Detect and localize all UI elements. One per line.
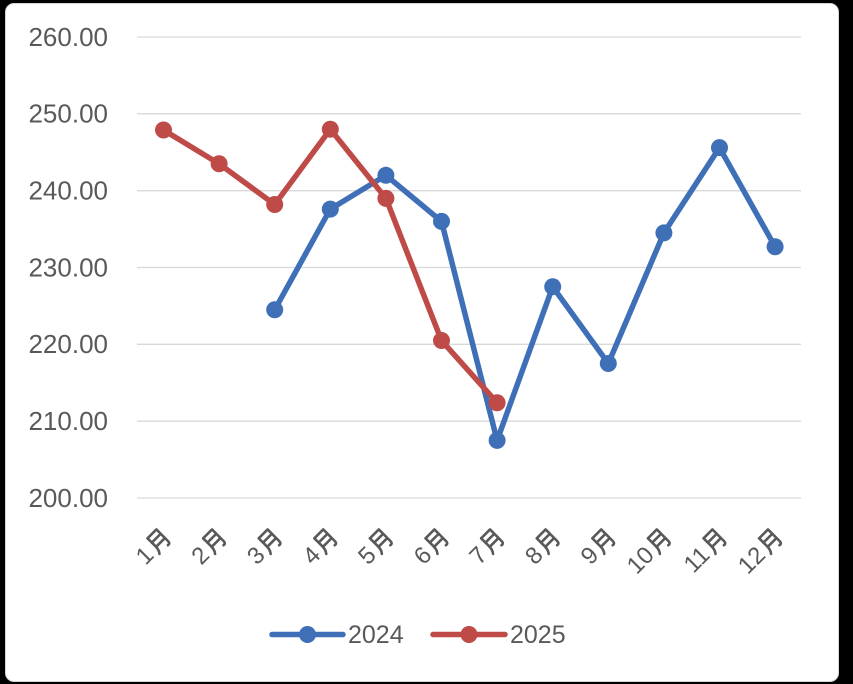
y-tick-label: 260.00	[28, 22, 108, 52]
cjk-month-glyph	[424, 528, 449, 556]
x-tick-label: 4	[298, 528, 338, 570]
cjk-month-glyph	[368, 528, 393, 556]
data-point-marker	[655, 224, 673, 242]
data-point-marker	[321, 120, 339, 138]
x-tick-label: 9	[576, 528, 616, 570]
cjk-month-glyph	[535, 528, 560, 556]
cjk-month-glyph	[313, 528, 338, 556]
legend: 2024 2025	[269, 621, 566, 649]
y-tick-label: 210.00	[28, 406, 108, 436]
data-point-marker	[210, 155, 228, 173]
data-point-marker	[433, 212, 450, 230]
svg-text:11: 11	[679, 542, 716, 579]
cjk-month-glyph	[201, 528, 227, 556]
cjk-month-glyph	[757, 528, 783, 556]
data-point-marker	[321, 200, 339, 218]
cjk-month-glyph	[146, 528, 171, 556]
y-axis-labels: 260.00 250.00 240.00 230.00 220.00 210.00 200.…	[28, 22, 108, 513]
data-point-marker	[266, 195, 284, 213]
x-tick-label: 8	[520, 528, 560, 570]
x-tick-label: 2	[186, 528, 227, 570]
data-point-marker	[488, 394, 506, 412]
y-tick-label: 230.00	[28, 252, 108, 282]
series-2025	[155, 120, 506, 412]
legend-label: 2024	[348, 621, 404, 649]
data-point-marker	[155, 121, 172, 139]
y-tick-label: 220.00	[28, 329, 108, 359]
data-point-marker	[766, 238, 784, 256]
cjk-month-glyph	[479, 528, 505, 556]
chart-card	[5, 3, 839, 682]
x-tick-label: 11	[679, 528, 727, 579]
data-point-marker	[544, 278, 562, 296]
y-tick-label: 240.00	[28, 176, 108, 206]
cjk-month-glyph	[646, 528, 671, 556]
data-point-marker	[266, 301, 284, 319]
legend-marker-sample	[460, 626, 478, 643]
legend-label: 2025	[510, 621, 566, 649]
data-point-marker	[711, 139, 728, 157]
series-2024	[266, 139, 784, 449]
data-point-marker	[377, 189, 395, 207]
svg-text:12: 12	[733, 542, 771, 580]
legend-item-2025: 2025	[430, 621, 566, 649]
cjk-month-glyph	[257, 528, 282, 556]
x-tick-label: 5	[353, 528, 393, 570]
x-tick-label: 10	[622, 528, 671, 580]
gridlines	[137, 36, 801, 499]
legend-item-2024: 2024	[269, 621, 404, 649]
y-tick-label: 250.00	[28, 99, 108, 129]
data-point-marker	[599, 355, 617, 373]
data-point-marker	[433, 331, 450, 349]
x-tick-label: 12	[733, 528, 783, 580]
x-tick-label: 7	[464, 528, 505, 570]
x-tick-label: 1	[131, 528, 171, 570]
x-tick-label: 6	[409, 528, 449, 570]
x-axis-labels: 1 2 3 4 5 6 7 8 9 10 11 12	[131, 528, 783, 580]
y-tick-label: 200.00	[28, 483, 108, 513]
legend-marker-sample	[299, 626, 316, 643]
data-point-marker	[377, 166, 395, 184]
x-tick-label: 3	[242, 528, 282, 570]
svg-text:10: 10	[622, 542, 660, 580]
series-line-2024	[271, 144, 778, 444]
cjk-month-glyph	[702, 528, 727, 556]
series-line-2025	[160, 126, 500, 406]
data-point-marker	[488, 431, 506, 449]
cjk-month-glyph	[591, 528, 616, 556]
